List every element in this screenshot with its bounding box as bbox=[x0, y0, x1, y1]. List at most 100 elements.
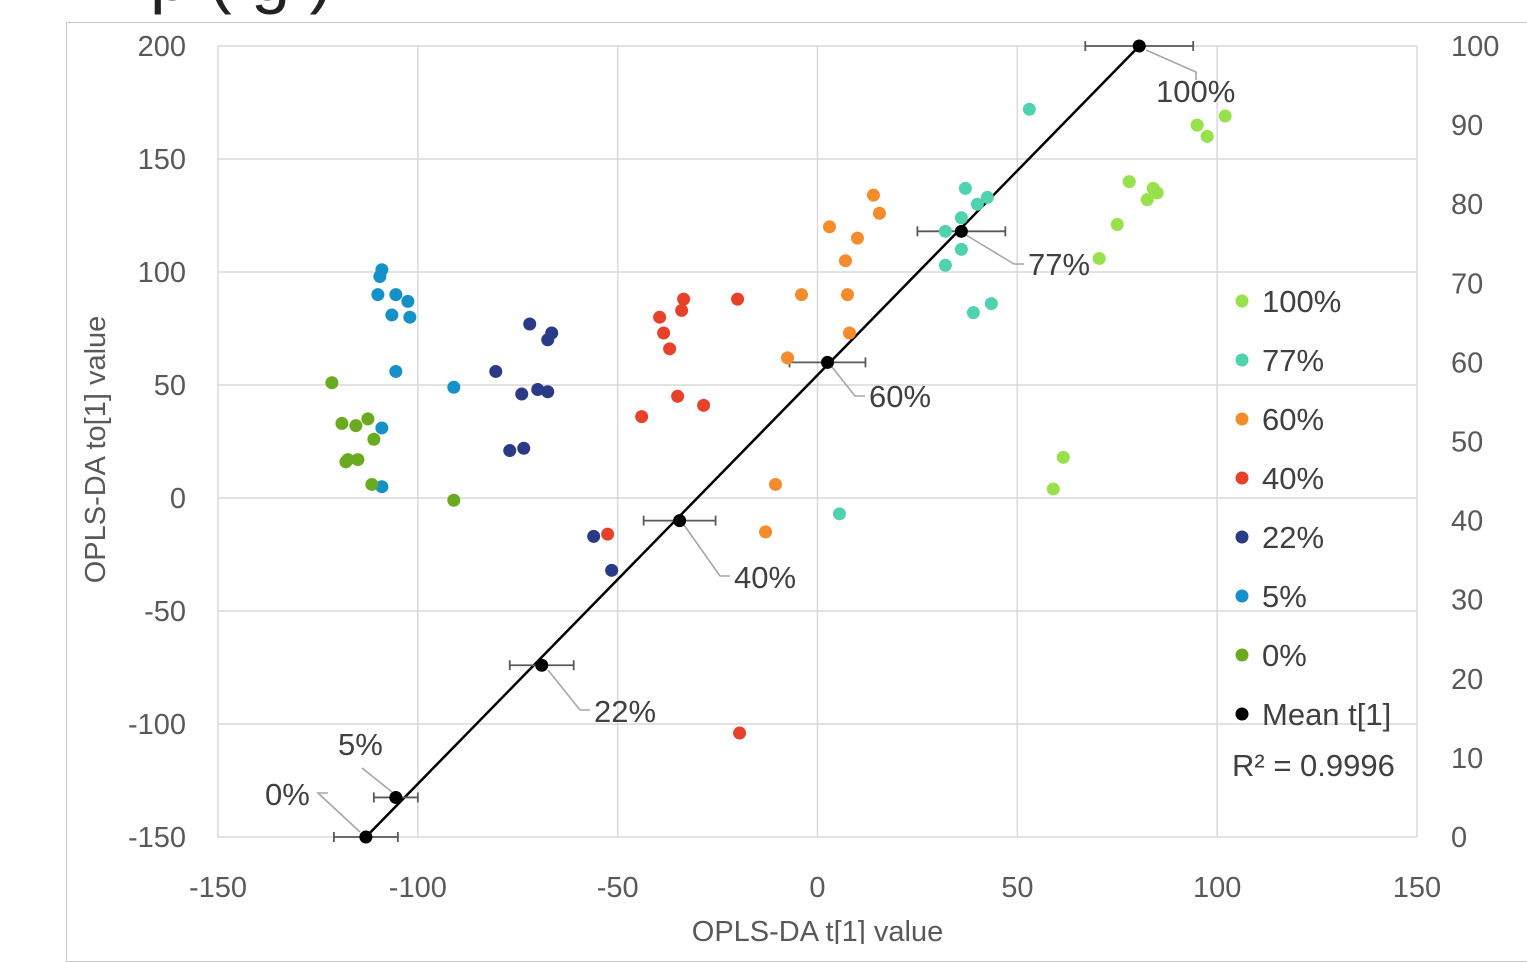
data-point bbox=[1200, 129, 1214, 143]
x-tick-label: 50 bbox=[1001, 872, 1033, 904]
legend-marker bbox=[1235, 471, 1249, 485]
data-point bbox=[403, 310, 417, 324]
data-point bbox=[759, 525, 773, 539]
data-point bbox=[541, 385, 555, 399]
data-point bbox=[447, 493, 461, 507]
data-point bbox=[1056, 450, 1070, 464]
legend-marker bbox=[1235, 589, 1249, 603]
legend-label: 60% bbox=[1262, 402, 1324, 437]
data-point bbox=[371, 288, 385, 302]
data-point bbox=[731, 292, 745, 306]
data-point bbox=[1110, 218, 1124, 232]
annotation-leader-line bbox=[547, 669, 590, 711]
y2-tick-label: 50 bbox=[1451, 427, 1483, 459]
y-tick-label: -150 bbox=[128, 822, 186, 854]
data-point bbox=[966, 306, 980, 320]
data-point bbox=[389, 364, 403, 378]
data-point bbox=[822, 220, 836, 234]
mean-point bbox=[389, 790, 403, 804]
annotation-leader-line bbox=[683, 524, 730, 577]
legend-marker bbox=[1235, 648, 1249, 662]
data-point bbox=[375, 480, 389, 494]
data-point bbox=[733, 726, 747, 740]
legend-marker bbox=[1235, 707, 1249, 721]
y-tick-label: 200 bbox=[138, 31, 186, 63]
mean-point bbox=[820, 355, 834, 369]
data-point bbox=[832, 507, 846, 521]
data-point bbox=[938, 258, 952, 272]
data-point bbox=[1046, 482, 1060, 496]
y2-tick-label: 60 bbox=[1451, 347, 1483, 379]
data-point bbox=[671, 389, 685, 403]
data-point bbox=[385, 308, 399, 322]
data-point bbox=[335, 416, 349, 430]
legend-label: Mean t[1] bbox=[1262, 697, 1391, 732]
x-tick-label: -150 bbox=[189, 872, 247, 904]
data-point bbox=[367, 432, 381, 446]
y-tick-label: 150 bbox=[138, 144, 186, 176]
x-tick-label: 100 bbox=[1193, 872, 1241, 904]
legend-label: 22% bbox=[1262, 520, 1324, 555]
data-point bbox=[1190, 118, 1204, 132]
data-point bbox=[401, 294, 415, 308]
data-point bbox=[840, 288, 854, 302]
data-point bbox=[838, 254, 852, 268]
data-point bbox=[373, 270, 387, 284]
y2-tick-label: 10 bbox=[1451, 743, 1483, 775]
data-point bbox=[339, 455, 353, 469]
data-point bbox=[970, 197, 984, 211]
mean-annotation-label: 60% bbox=[869, 379, 931, 414]
data-point bbox=[795, 288, 809, 302]
mean-annotation-label: 0% bbox=[265, 777, 310, 812]
data-point bbox=[958, 181, 972, 195]
mean-annotation-label: 77% bbox=[1028, 247, 1090, 282]
data-point bbox=[1140, 193, 1154, 207]
mean-annotation-label: 5% bbox=[338, 727, 383, 762]
legend-label: 5% bbox=[1262, 579, 1307, 614]
mean-point bbox=[673, 514, 687, 528]
x-tick-label: 150 bbox=[1393, 872, 1441, 904]
data-point bbox=[389, 288, 403, 302]
mean-annotation-label: 100% bbox=[1156, 74, 1235, 109]
data-point bbox=[351, 453, 365, 467]
data-point bbox=[984, 297, 998, 311]
x-axis-title: OPLS-DA t[1] value bbox=[692, 916, 943, 944]
y-tick-label: -100 bbox=[128, 709, 186, 741]
trendline bbox=[364, 45, 1141, 838]
data-point bbox=[515, 387, 529, 401]
legend-label: 40% bbox=[1262, 461, 1324, 496]
data-point bbox=[663, 342, 677, 356]
y-tick-label: -50 bbox=[144, 596, 186, 628]
y-axis-title: OPLS-DA to[1] value bbox=[80, 316, 112, 584]
data-point bbox=[375, 421, 389, 435]
data-point bbox=[697, 398, 711, 412]
data-point bbox=[349, 419, 363, 433]
legend-marker bbox=[1235, 412, 1249, 426]
data-point bbox=[447, 380, 461, 394]
data-point bbox=[657, 326, 671, 340]
data-point bbox=[587, 529, 601, 543]
legend-marker bbox=[1235, 294, 1249, 308]
data-point bbox=[531, 383, 545, 397]
data-point bbox=[489, 364, 503, 378]
data-point bbox=[1150, 186, 1164, 200]
data-point bbox=[842, 326, 856, 340]
y2-tick-label: 70 bbox=[1451, 268, 1483, 300]
data-point bbox=[361, 412, 375, 426]
data-point bbox=[938, 224, 952, 238]
annotation-leader-line bbox=[831, 366, 865, 397]
mean-point bbox=[954, 224, 968, 238]
data-point bbox=[769, 477, 783, 491]
data-point bbox=[872, 206, 886, 220]
mean-point bbox=[535, 658, 549, 672]
data-point bbox=[1218, 109, 1232, 123]
y-tick-label: 50 bbox=[154, 370, 186, 402]
data-point bbox=[781, 351, 795, 365]
data-point bbox=[677, 292, 691, 306]
mean-annotation-label: 22% bbox=[594, 694, 656, 729]
y2-tick-label: 90 bbox=[1451, 110, 1483, 142]
annotation-leader-line bbox=[1145, 49, 1197, 80]
data-point bbox=[850, 231, 864, 245]
data-point bbox=[635, 410, 649, 424]
